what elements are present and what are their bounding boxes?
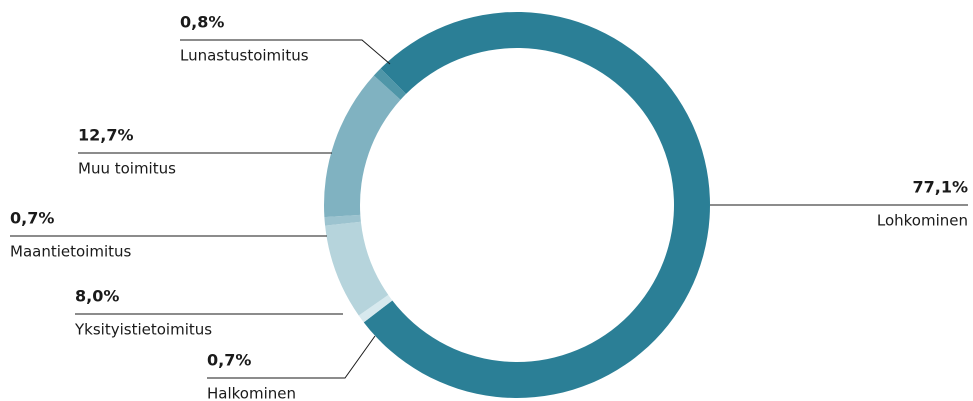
value-label: 0,7%: [10, 209, 54, 228]
value-label: 12,7%: [78, 126, 134, 145]
category-label: Muu toimitus: [78, 160, 176, 178]
donut-segment: [324, 214, 361, 226]
donut-segment: [363, 11, 710, 398]
leader-line: [180, 39, 391, 65]
category-label: Lunastustoimitus: [180, 47, 309, 65]
donut-segment: [323, 75, 401, 218]
category-label: Maantietoimitus: [10, 243, 132, 261]
donut-segment: [325, 221, 389, 316]
donut-segment: [358, 294, 393, 323]
value-label: 8,0%: [75, 287, 119, 306]
value-label: 0,7%: [207, 351, 251, 370]
category-label: Lohkominen: [877, 212, 968, 230]
category-label: Yksityistietoimitus: [74, 321, 212, 339]
leader-line: [207, 335, 376, 379]
category-label: Halkominen: [207, 385, 296, 401]
value-label: 77,1%: [912, 178, 968, 197]
value-label: 0,8%: [180, 13, 224, 32]
donut-segment: [373, 68, 406, 100]
